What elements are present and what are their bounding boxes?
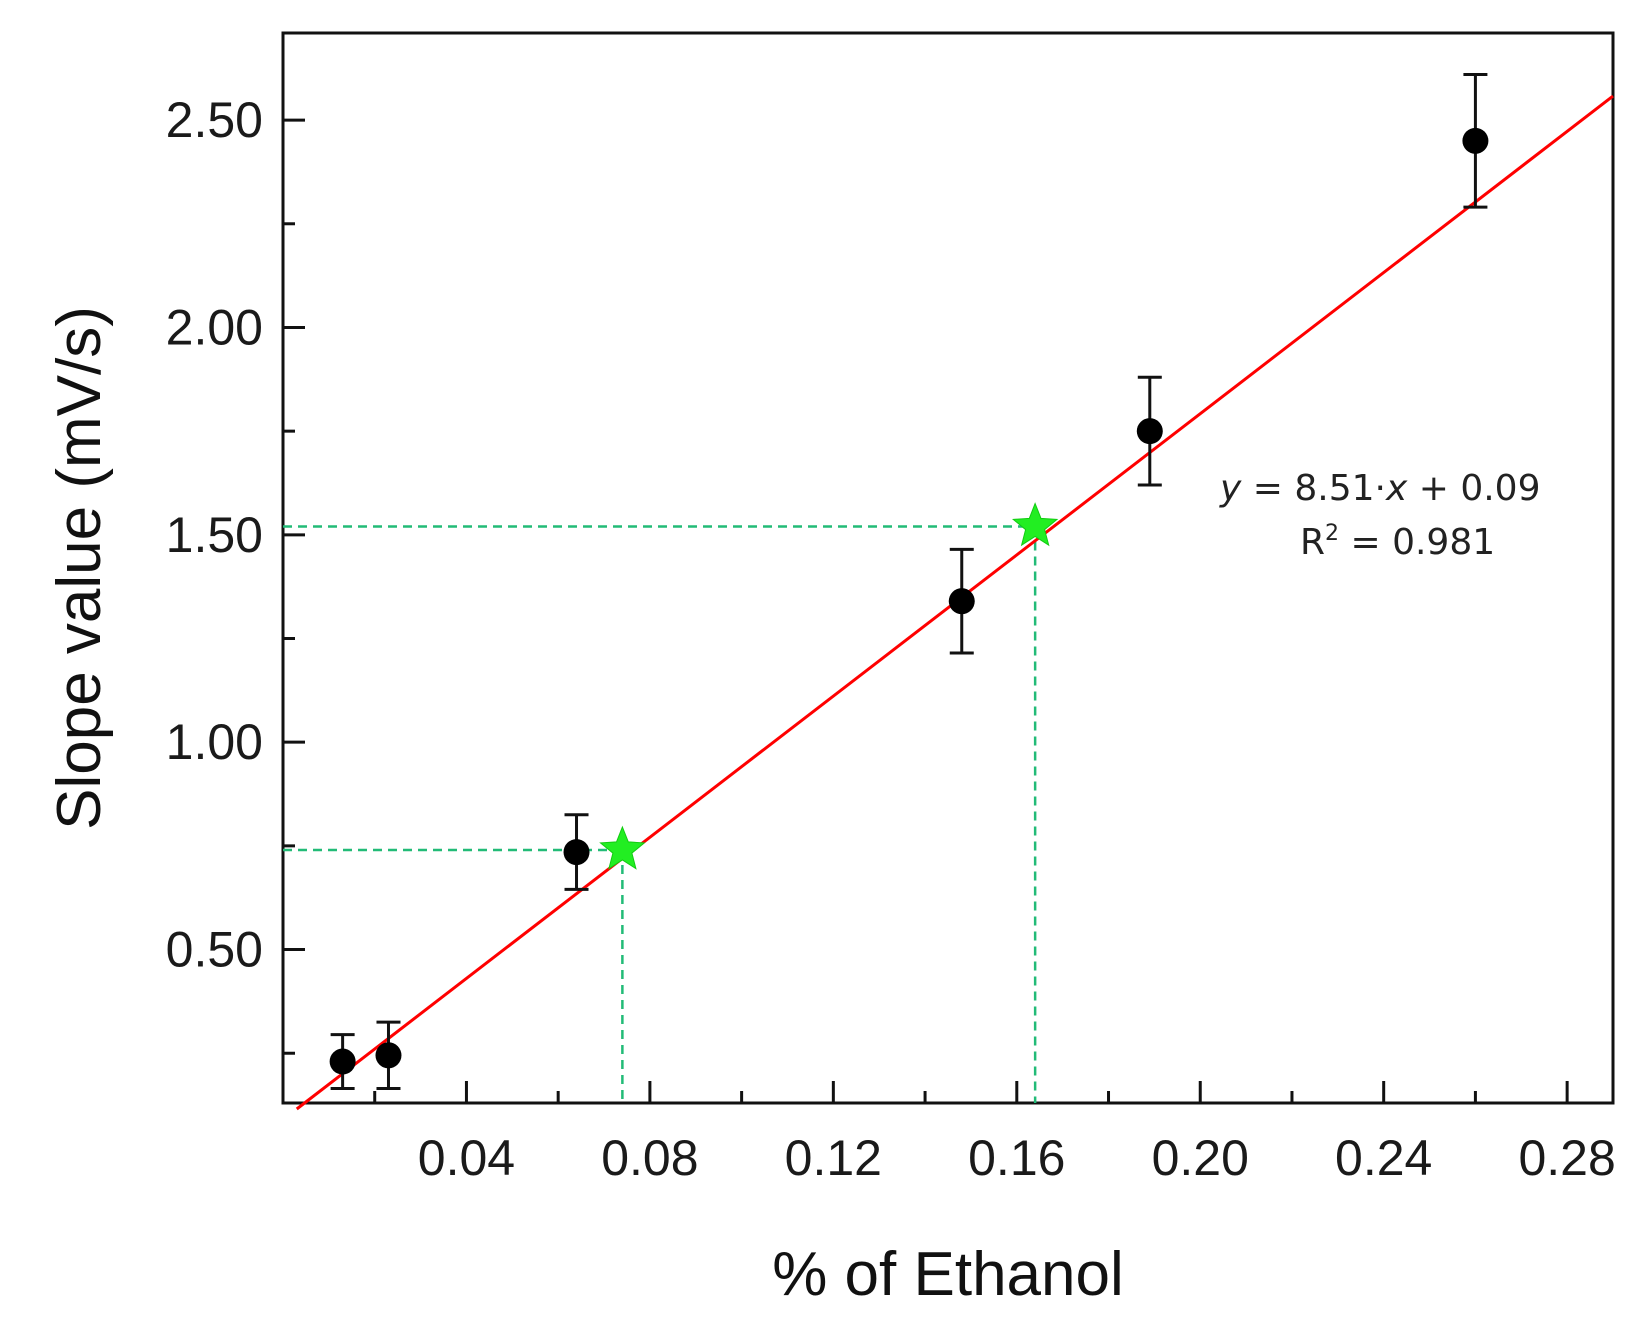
x-tick-label: 0.20 [1152,1130,1249,1186]
plot-frame [281,31,1615,1105]
x-tick-label: 0.24 [1335,1130,1432,1186]
r-squared: R2 = 0.981 [1300,521,1495,563]
y-tick-label: 2.50 [166,92,263,148]
x-tick-label: 0.12 [785,1130,882,1186]
data-point [563,839,590,866]
fit-equation: y = 8.51·x + 0.09 [1219,468,1541,509]
data-point [329,1048,356,1075]
y-tick-label: 2.00 [166,299,263,355]
star-marker [599,825,646,870]
y-tick-label: 1.50 [166,507,263,563]
data-point [948,588,975,615]
guide-lines [283,525,1037,1103]
data-point [375,1042,402,1069]
y-tick-label: 0.50 [166,922,263,978]
y-axis-title: Slope value (mV/s) [45,306,114,830]
data-point [1462,127,1489,154]
data-point [1136,418,1163,445]
x-axis-ticks: 0.04 0.08 0.12 0.16 0.20 0.24 0.28 [373,1081,1616,1186]
y-tick-label: 1.00 [166,714,263,770]
x-tick-label: 0.28 [1518,1130,1615,1186]
x-tick-label: 0.16 [968,1130,1065,1186]
y-axis-ticks: 0.50 1.00 1.50 2.00 2.50 [166,92,305,1055]
x-axis-title: % of Ethanol [772,1240,1124,1309]
data-points [329,72,1489,1090]
x-tick-label: 0.04 [418,1130,515,1186]
star-marker [1012,502,1059,547]
x-tick-label: 0.08 [601,1130,698,1186]
